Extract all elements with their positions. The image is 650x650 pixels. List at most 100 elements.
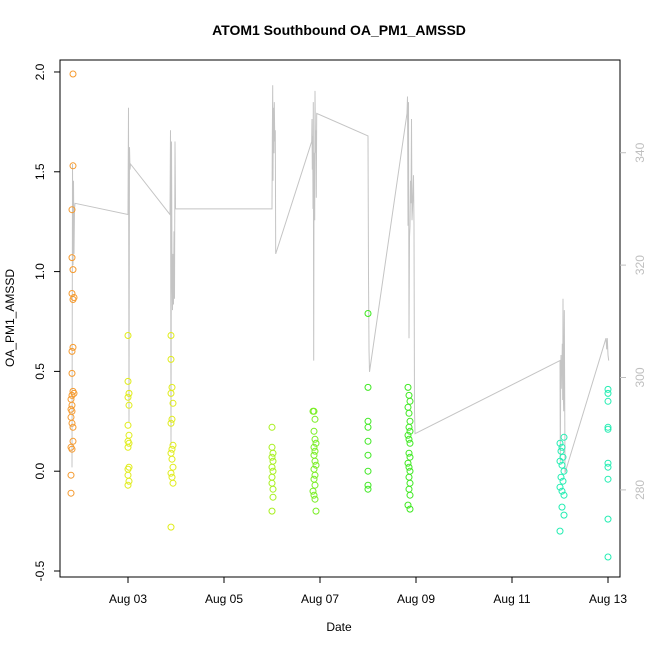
data-point: [405, 463, 413, 471]
data-point: [68, 347, 76, 355]
data-point: [604, 385, 612, 393]
data-point: [364, 417, 372, 425]
data-point: [364, 481, 372, 489]
data-point: [269, 449, 277, 457]
data-point: [556, 457, 564, 465]
data-point: [67, 471, 75, 479]
data-point: [125, 431, 133, 439]
data-point: [311, 457, 319, 465]
data-point: [69, 437, 77, 445]
data-point: [124, 393, 132, 401]
data-point: [310, 475, 318, 483]
x-axis-label: Date: [326, 620, 352, 634]
data-point: [312, 461, 320, 469]
data-point: [68, 206, 76, 214]
x-axis: Aug 03 Aug 05 Aug 07 Aug 09 Aug 11 Aug 13: [109, 577, 627, 606]
data-point: [68, 254, 76, 262]
data-point: [168, 383, 176, 391]
data-point: [404, 431, 412, 439]
data-point: [604, 389, 612, 397]
data-point: [67, 489, 75, 497]
data-point: [311, 471, 319, 479]
data-point: [364, 467, 372, 475]
data-point: [364, 485, 372, 493]
x-tick-label: Aug 11: [493, 592, 530, 606]
data-point: [405, 449, 413, 457]
data-point: [406, 505, 414, 513]
x-tick-label: Aug 07: [301, 592, 339, 606]
data-point: [311, 415, 319, 423]
data-point: [67, 413, 75, 421]
secondary-y-axis: 280 300 320 340: [620, 142, 647, 500]
data-point: [310, 407, 318, 415]
data-point: [558, 503, 566, 511]
data-point: [311, 495, 319, 503]
data-point: [124, 465, 132, 473]
data-point: [309, 487, 317, 495]
data-point: [558, 443, 566, 451]
y-tick-label: 2.0: [33, 63, 47, 80]
data-point: [68, 445, 76, 453]
y2-tick-label: 300: [633, 367, 647, 387]
data-point: [364, 423, 372, 431]
data-point: [125, 477, 133, 485]
y-tick-label: 0.5: [33, 363, 47, 380]
data-point: [167, 332, 175, 339]
y-tick-label: 1.0: [33, 263, 47, 280]
data-point: [604, 553, 612, 561]
data-point: [124, 421, 132, 429]
y-tick-label: -0.5: [33, 560, 47, 581]
data-point: [406, 439, 414, 447]
data-point: [268, 479, 276, 487]
data-point: [558, 487, 566, 495]
data-point: [604, 425, 612, 433]
secondary-line-series: [71, 85, 610, 474]
data-point: [125, 439, 133, 447]
data-point: [310, 451, 318, 459]
data-point: [167, 389, 175, 397]
data-point: [364, 437, 372, 445]
data-point: [604, 423, 612, 431]
data-point: [69, 343, 77, 351]
data-point: [560, 433, 568, 441]
data-point: [69, 266, 77, 274]
data-point: [310, 443, 318, 451]
data-point: [268, 507, 276, 515]
data-point: [364, 451, 372, 459]
data-point: [168, 445, 176, 453]
data-point: [269, 493, 277, 501]
data-point: [560, 467, 568, 475]
data-point: [556, 527, 564, 535]
data-point: [405, 423, 413, 431]
data-point: [364, 383, 372, 391]
x-tick-label: Aug 05: [205, 592, 243, 606]
data-point: [406, 491, 414, 499]
data-point: [406, 417, 414, 425]
data-point: [310, 491, 318, 499]
data-point: [560, 491, 568, 499]
data-point: [125, 401, 133, 409]
data-point: [124, 471, 132, 479]
data-point: [69, 423, 77, 431]
y2-tick-label: 320: [633, 255, 647, 275]
x-tick-label: Aug 03: [109, 592, 147, 606]
data-point: [167, 469, 175, 477]
y-axis-label: OA_PM1_AMSSD: [3, 269, 17, 367]
data-point: [169, 479, 177, 487]
data-point: [406, 453, 414, 461]
data-point: [168, 455, 176, 463]
data-point: [604, 459, 612, 467]
data-point: [557, 447, 565, 455]
scatter-points: [67, 70, 612, 561]
data-point: [268, 423, 276, 431]
y-tick-label: 1.5: [33, 163, 47, 180]
data-point: [167, 523, 175, 531]
data-point: [311, 481, 319, 489]
data-point: [69, 70, 77, 78]
data-point: [70, 389, 78, 397]
data-point: [404, 383, 412, 391]
data-point: [168, 473, 176, 481]
data-point: [406, 467, 414, 475]
data-point: [558, 461, 566, 469]
